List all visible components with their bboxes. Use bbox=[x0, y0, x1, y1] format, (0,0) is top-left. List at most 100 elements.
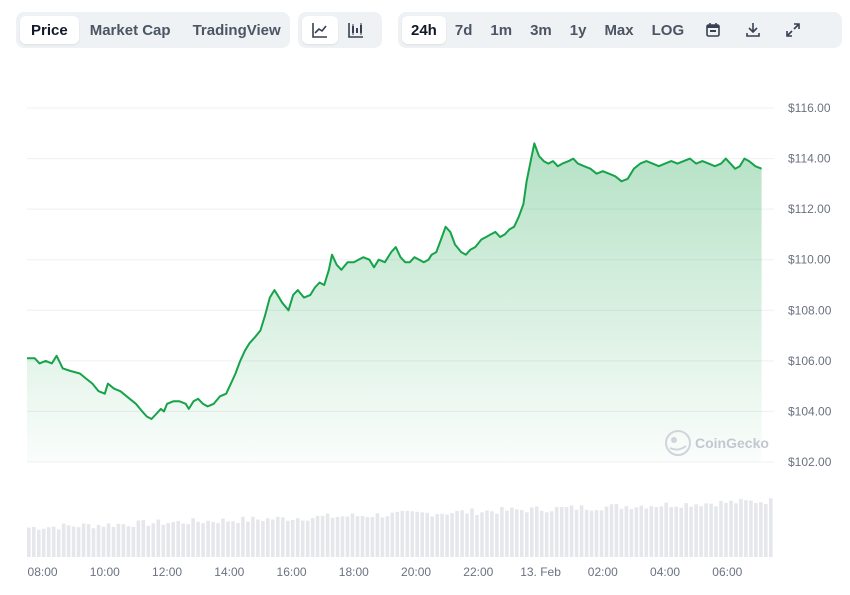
volume-bar bbox=[27, 527, 31, 557]
volume-bar bbox=[350, 513, 355, 557]
chart-type-tabs: Price Market Cap TradingView bbox=[16, 12, 290, 48]
volume-bar bbox=[161, 524, 166, 557]
volume-bar bbox=[495, 513, 499, 557]
expand-icon bbox=[784, 21, 802, 39]
volume-bar bbox=[609, 504, 614, 557]
volume-bar bbox=[769, 498, 773, 557]
volume-bar bbox=[589, 510, 594, 557]
volume-bar bbox=[535, 506, 539, 557]
x-tick-label: 22:00 bbox=[463, 565, 493, 579]
range-1m[interactable]: 1m bbox=[490, 21, 513, 39]
coingecko-watermark: CoinGecko bbox=[665, 430, 769, 456]
volume-bar bbox=[674, 506, 678, 557]
volume-bar bbox=[539, 510, 544, 557]
volume-bar bbox=[579, 505, 584, 557]
volume-bar bbox=[300, 520, 305, 557]
volume-bar bbox=[559, 507, 564, 557]
tab-tradingview[interactable]: TradingView bbox=[192, 21, 281, 39]
volume-bar bbox=[475, 515, 479, 557]
volume-bar bbox=[470, 508, 474, 557]
volume-bar bbox=[231, 521, 235, 557]
volume-bar bbox=[629, 509, 634, 557]
volume-bar bbox=[759, 502, 763, 557]
volume-bar bbox=[714, 506, 718, 557]
calendar-button[interactable] bbox=[693, 16, 733, 44]
volume-bar bbox=[754, 503, 758, 557]
tab-price[interactable]: Price bbox=[20, 16, 79, 44]
y-tick-label: $104.00 bbox=[788, 404, 832, 418]
volume-bar bbox=[226, 521, 230, 557]
volume-bar bbox=[46, 527, 51, 557]
volume-bar bbox=[500, 507, 504, 557]
volume-bar bbox=[86, 524, 91, 557]
volume-bar bbox=[131, 526, 136, 557]
price-area-fill bbox=[27, 143, 762, 462]
volume-bar bbox=[51, 526, 56, 557]
volume-bar bbox=[505, 510, 509, 557]
volume-bar bbox=[126, 526, 131, 557]
volume-bar bbox=[664, 502, 668, 557]
volume-bar bbox=[305, 520, 310, 557]
volume-bar bbox=[639, 505, 644, 557]
download-button[interactable] bbox=[733, 16, 773, 44]
volume-bar bbox=[644, 508, 649, 557]
volume-bar bbox=[206, 520, 210, 557]
fullscreen-button[interactable] bbox=[773, 16, 813, 44]
y-tick-label: $110.00 bbox=[788, 253, 831, 267]
volume-bar bbox=[81, 523, 86, 557]
volume-bar bbox=[554, 507, 559, 557]
volume-bar bbox=[699, 506, 703, 557]
line-chart-button[interactable] bbox=[302, 16, 338, 44]
volume-bar bbox=[315, 515, 320, 557]
volume-bar bbox=[739, 499, 743, 557]
tab-market-cap[interactable]: Market Cap bbox=[89, 21, 171, 39]
range-7d[interactable]: 7d bbox=[454, 21, 473, 39]
volume-bar bbox=[340, 516, 345, 557]
volume-bar bbox=[460, 510, 464, 557]
volume-bar bbox=[465, 513, 469, 557]
volume-bar bbox=[709, 503, 713, 557]
volume-bar bbox=[480, 512, 484, 557]
volume-bar bbox=[211, 522, 215, 557]
range-24h[interactable]: 24h bbox=[402, 16, 446, 44]
volume-bar bbox=[281, 517, 285, 557]
volume-bar bbox=[151, 523, 156, 557]
y-tick-label: $102.00 bbox=[788, 455, 832, 469]
volume-bar bbox=[415, 511, 419, 557]
volume-bar bbox=[614, 504, 619, 557]
x-tick-label: 12:00 bbox=[152, 565, 182, 579]
x-axis-labels: 08:00 10:00 12:00 14:00 16:00 18:00 20:00 22:00… bbox=[28, 565, 743, 579]
volume-bar bbox=[290, 520, 295, 557]
volume-bar bbox=[71, 526, 76, 557]
volume-bar bbox=[66, 525, 71, 557]
log-scale-toggle[interactable]: LOG bbox=[651, 21, 685, 39]
range-max[interactable]: Max bbox=[604, 21, 634, 39]
watermark-text: CoinGecko bbox=[695, 435, 769, 451]
time-range-tabs: 24h 7d 1m 3m 1y Max LOG bbox=[398, 12, 842, 48]
volume-bar bbox=[719, 500, 723, 557]
volume-bar bbox=[196, 521, 200, 557]
volume-bar bbox=[544, 512, 549, 557]
volume-bar bbox=[236, 523, 240, 557]
volume-bar bbox=[201, 523, 205, 557]
volume-bar bbox=[724, 502, 728, 557]
x-tick-label: 10:00 bbox=[90, 565, 120, 579]
volume-bar bbox=[266, 518, 270, 557]
volume-bar bbox=[694, 504, 698, 557]
volume-bar bbox=[435, 514, 439, 557]
volume-bar bbox=[440, 513, 444, 557]
volume-bar bbox=[654, 507, 659, 557]
volume-bar bbox=[41, 528, 46, 557]
range-3m[interactable]: 3m bbox=[530, 21, 552, 39]
volume-bar bbox=[450, 513, 454, 557]
volume-bar bbox=[166, 523, 170, 557]
volume-bar bbox=[96, 525, 101, 557]
x-tick-label: 08:00 bbox=[28, 565, 58, 579]
y-tick-label: $112.00 bbox=[788, 202, 831, 216]
candlestick-chart-button[interactable] bbox=[338, 16, 374, 44]
volume-bar bbox=[276, 516, 280, 557]
candlestick-chart-icon bbox=[347, 21, 365, 39]
range-1y[interactable]: 1y bbox=[569, 21, 587, 39]
y-axis-labels: $102.00 $104.00 $106.00 $108.00 $110.00 $112.… bbox=[788, 101, 832, 469]
